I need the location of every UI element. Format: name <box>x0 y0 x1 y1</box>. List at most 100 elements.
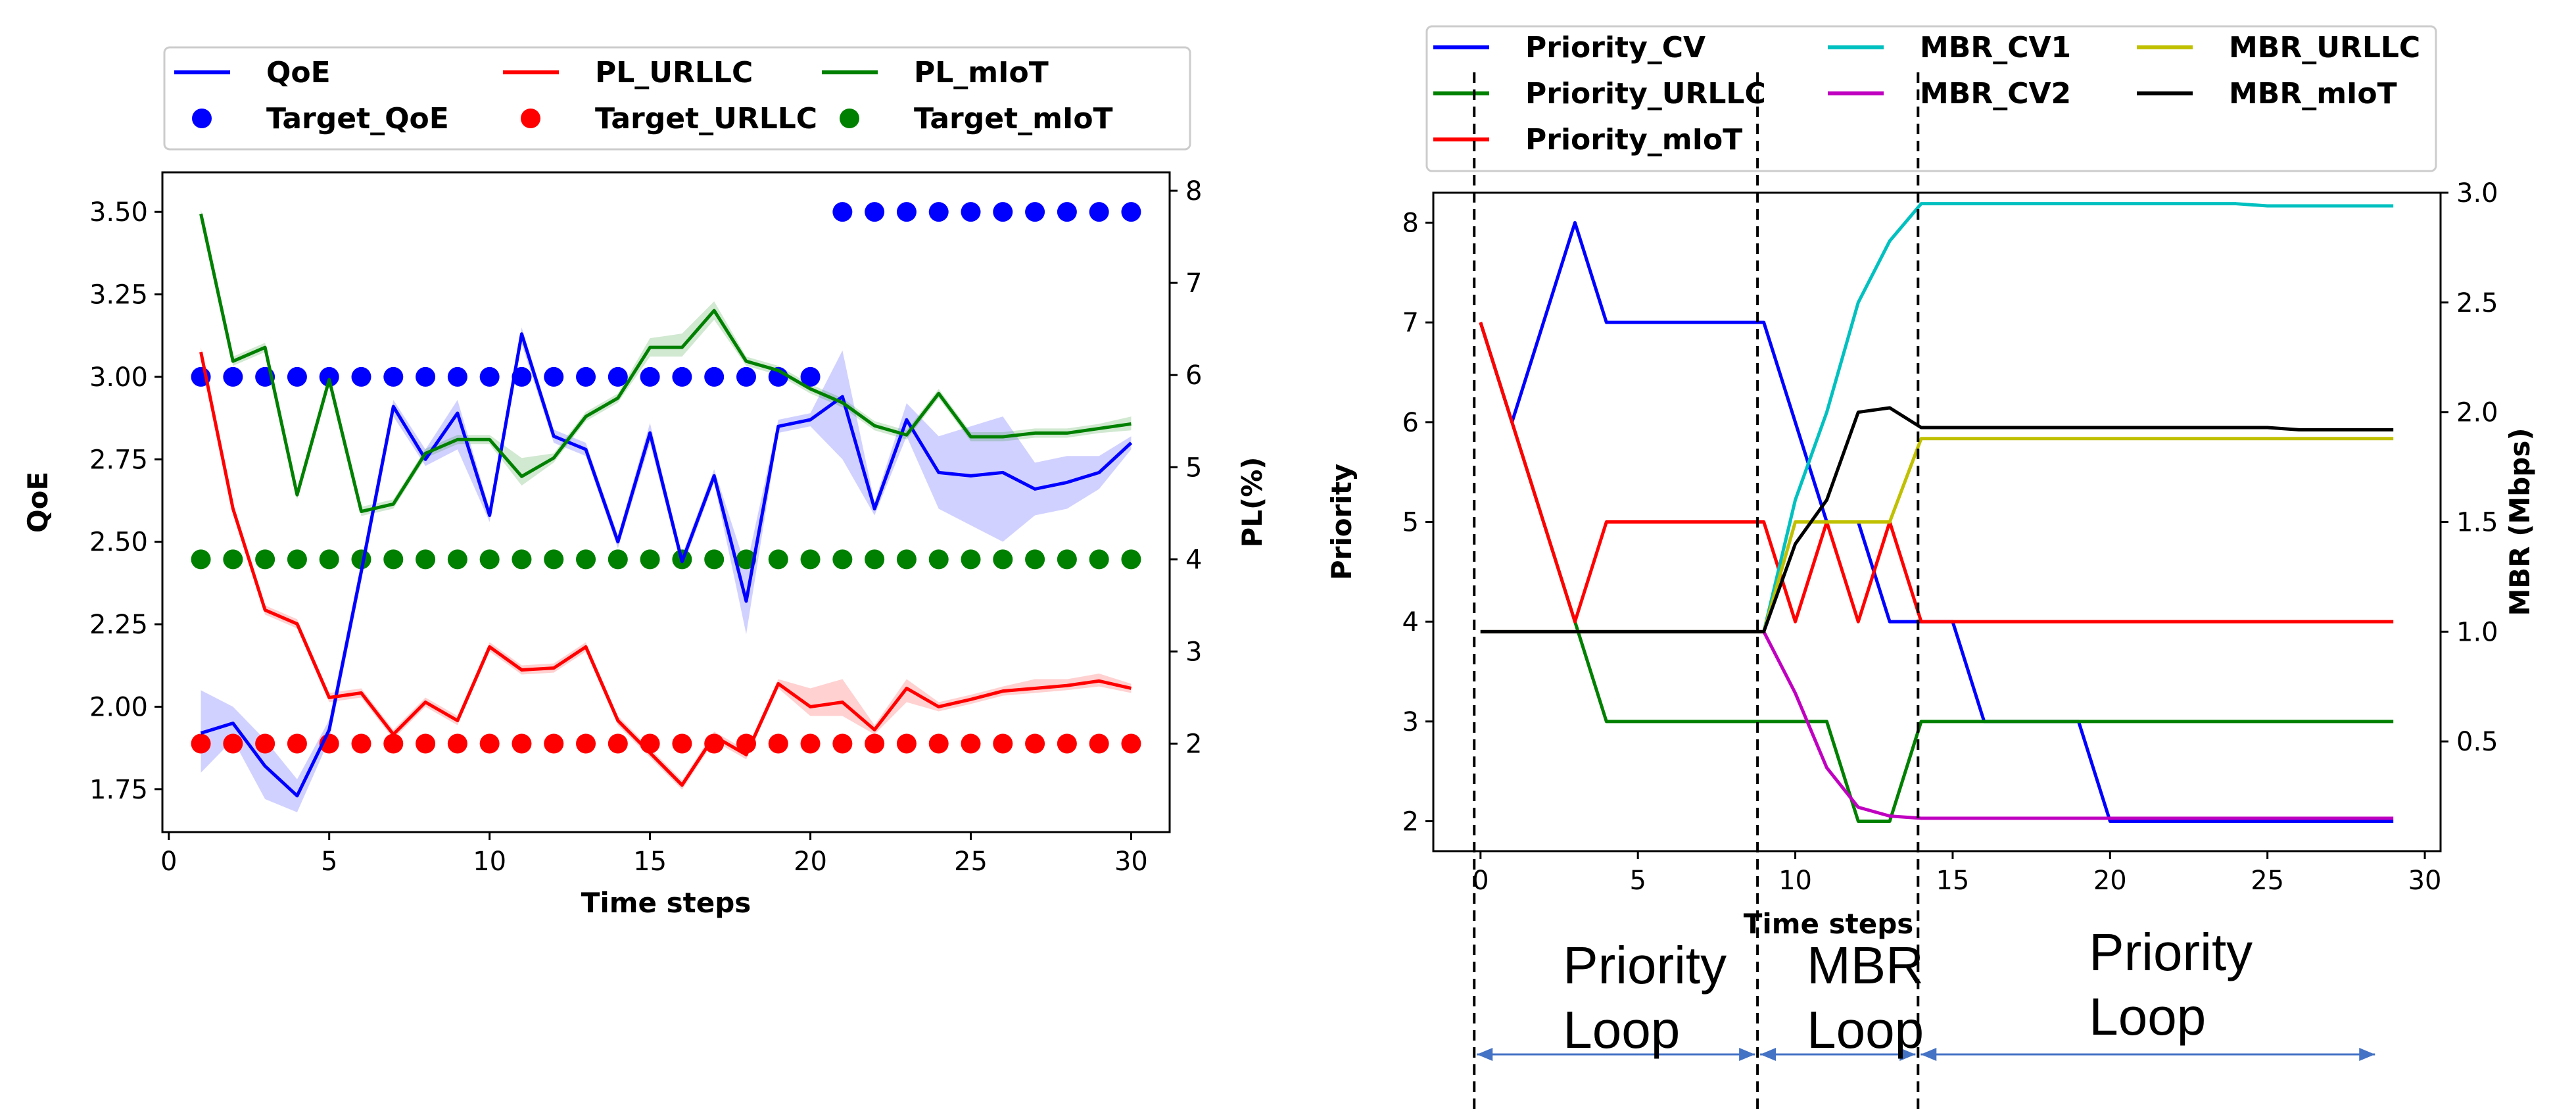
y2-tick-label: 2.0 <box>2456 398 2498 428</box>
target-point-Target_QoE <box>383 366 404 387</box>
phase-label: MBR <box>1807 936 1924 995</box>
y-tick-label: 8 <box>1402 209 1419 239</box>
y-tick-label: 2 <box>1402 807 1419 837</box>
series-line-MBR_mIoT <box>1480 406 2394 633</box>
target-point-Target_QoE <box>800 366 821 387</box>
x-axis-label: Time steps <box>1744 908 1914 940</box>
x-tick-label: 20 <box>2093 866 2127 896</box>
x-tick-label: 20 <box>794 847 827 877</box>
phase-arrow-head-left <box>1477 1048 1493 1061</box>
legend-box <box>1425 25 2437 172</box>
y-tick-label: 4 <box>1402 607 1419 637</box>
series-line-MBR_URLLC <box>1480 437 2394 633</box>
target-point-Target_mIoT <box>800 549 821 570</box>
target-point-Target_mIoT <box>479 549 500 570</box>
y2-tick-label: 3 <box>1185 637 1202 667</box>
x-tick-label: 0 <box>160 847 177 877</box>
y2-tick-label: 7 <box>1185 268 1202 299</box>
x-tick-label: 5 <box>321 847 337 877</box>
y-tick-label: 3.50 <box>89 197 148 228</box>
target-point-Target_mIoT <box>1057 549 1077 570</box>
phase-arrow-head-left <box>1760 1048 1777 1061</box>
series-line-PL_mIoT <box>199 213 1132 514</box>
x-tick-label: 25 <box>2251 866 2284 896</box>
legend-label: Priority_URLLC <box>1525 77 1766 111</box>
target-point-Target_mIoT <box>896 549 917 570</box>
legend-label: Priority_mIoT <box>1525 123 1742 157</box>
x-tick-label: 10 <box>1778 866 1812 896</box>
target-point-Target_QoE <box>479 366 500 387</box>
target-point-Target_URLLC <box>544 733 564 754</box>
y-tick-label: 3 <box>1402 707 1419 737</box>
legend-box <box>163 46 1191 151</box>
target-point-Target_mIoT <box>865 549 885 570</box>
target-point-Target_mIoT <box>447 549 467 570</box>
y-tick-label: 3.00 <box>89 362 148 393</box>
target-point-Target_QoE <box>1057 202 1077 222</box>
target-point-Target_mIoT <box>223 549 243 570</box>
y2-tick-label: 1.0 <box>2456 617 2498 647</box>
series-line-MBR_CV2 <box>1480 629 2394 820</box>
target-point-Target_QoE <box>1089 202 1109 222</box>
target-point-Target_URLLC <box>928 733 949 754</box>
y2-tick-label: 0.5 <box>2456 727 2498 757</box>
target-point-Target_mIoT <box>416 549 436 570</box>
legend-label: Priority_CV <box>1525 31 1705 64</box>
x-tick-label: 15 <box>1936 866 1969 896</box>
y2-tick-label: 5 <box>1185 453 1202 483</box>
y-axis-label: Priority <box>1325 464 1358 580</box>
target-point-Target_mIoT <box>993 549 1013 570</box>
target-point-Target_URLLC <box>832 733 853 754</box>
target-point-Target_URLLC <box>672 733 692 754</box>
target-point-Target_QoE <box>512 366 532 387</box>
target-point-Target_mIoT <box>383 549 404 570</box>
target-point-Target_URLLC <box>191 733 211 754</box>
target-point-Target_QoE <box>544 366 564 387</box>
y-tick-label: 5 <box>1402 508 1419 538</box>
chart-2: 0 5 10 15 20 25 3023456780.51.01.52.02.53.0Tim… <box>1325 25 2536 940</box>
series-line-PL_URLLC <box>199 351 1132 787</box>
target-point-Target_URLLC <box>608 733 628 754</box>
phase-label: Priority <box>1563 936 1727 995</box>
x-tick-label: 30 <box>1114 847 1148 877</box>
target-point-Target_QoE <box>928 202 949 222</box>
target-point-Target_URLLC <box>1025 733 1045 754</box>
y2-axis-label: PL(%) <box>1236 456 1268 547</box>
target-point-Target_QoE <box>1121 202 1141 222</box>
phase-arrow-head-left <box>1920 1048 1937 1061</box>
target-point-Target_mIoT <box>768 549 788 570</box>
y-tick-label: 1.75 <box>89 775 148 805</box>
phase-arrow-head-right <box>1739 1048 1755 1061</box>
y-tick-label: 3.25 <box>89 280 148 310</box>
target-point-Target_mIoT <box>961 549 981 570</box>
y2-tick-label: 2.5 <box>2456 288 2498 318</box>
target-point-Target_mIoT <box>640 549 660 570</box>
x-tick-label: 5 <box>1629 866 1646 896</box>
series-line-MBR_CV1 <box>1480 202 2394 633</box>
y2-axis-label: MBR (Mbps) <box>2504 428 2536 616</box>
y-tick-label: 2.25 <box>89 610 148 640</box>
target-point-Target_URLLC <box>512 733 532 754</box>
target-point-Target_QoE <box>319 366 339 387</box>
target-point-Target_QoE <box>865 202 885 222</box>
legend-label: PL_URLLC <box>595 56 753 89</box>
target-point-Target_URLLC <box>416 733 436 754</box>
target-point-Target_QoE <box>576 366 596 387</box>
target-point-Target_URLLC <box>223 733 243 754</box>
legend-label: MBR_CV1 <box>1920 31 2071 64</box>
target-point-Target_mIoT <box>1121 549 1141 570</box>
confidence-band-PL_URLLC <box>201 347 1132 790</box>
target-point-Target_URLLC <box>800 733 821 754</box>
target-point-Target_mIoT <box>736 549 756 570</box>
legend-label: Target_QoE <box>266 102 449 136</box>
phase-label: Priority <box>2089 923 2253 981</box>
phase-arrow-head-right <box>1899 1048 1916 1061</box>
target-point-Target_mIoT <box>608 549 628 570</box>
target-point-Target_mIoT <box>544 549 564 570</box>
y-tick-label: 2.50 <box>89 528 148 558</box>
series-line-Priority_mIoT <box>1479 322 2394 624</box>
phase-label: Loop <box>1807 1000 1924 1059</box>
target-point-Target_QoE <box>351 366 371 387</box>
target-point-Target_mIoT <box>1025 549 1045 570</box>
